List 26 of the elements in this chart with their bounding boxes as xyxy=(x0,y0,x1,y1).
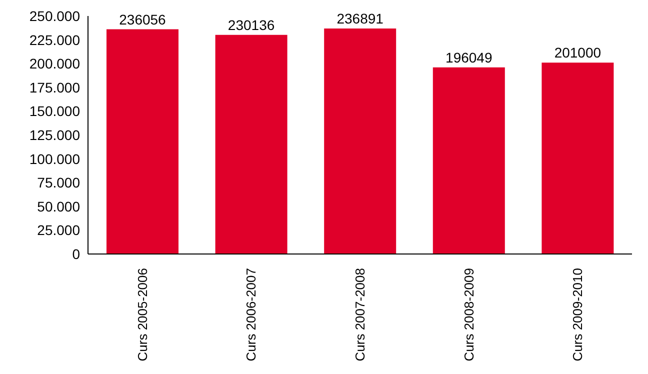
y-tick-label: 125.000 xyxy=(29,126,80,143)
y-tick-label: 150.000 xyxy=(29,103,80,120)
y-tick-label: 225.000 xyxy=(29,32,80,48)
data-label: 230136 xyxy=(228,16,275,33)
y-tick-label: 250.000 xyxy=(29,8,80,24)
data-label: 236891 xyxy=(336,10,384,26)
data-label: 196049 xyxy=(446,49,492,66)
y-tick-label: 75.000 xyxy=(37,174,80,191)
x-tick-label: Curs 2008-2009 xyxy=(461,268,476,362)
y-tick-label: 200.000 xyxy=(29,56,80,72)
y-tick-label: 50.000 xyxy=(37,198,80,214)
bar xyxy=(106,29,178,254)
y-tick-label: 100.000 xyxy=(29,150,80,167)
x-tick-label: Curs 2005-2006 xyxy=(134,268,150,362)
bar xyxy=(215,34,288,254)
y-tick-label: 25.000 xyxy=(37,222,80,238)
bar xyxy=(432,67,505,254)
y-tick-label: 0 xyxy=(72,246,80,262)
bar xyxy=(324,28,396,254)
data-label: 201000 xyxy=(554,44,602,61)
data-label: 236056 xyxy=(119,11,166,28)
x-tick-label: Curs 2007-2008 xyxy=(352,268,368,362)
y-tick-label: 175.000 xyxy=(29,79,80,96)
x-tick-label: Curs 2009-2010 xyxy=(570,268,586,362)
x-tick-label: Curs 2006-2007 xyxy=(244,268,259,362)
bar xyxy=(542,62,614,254)
